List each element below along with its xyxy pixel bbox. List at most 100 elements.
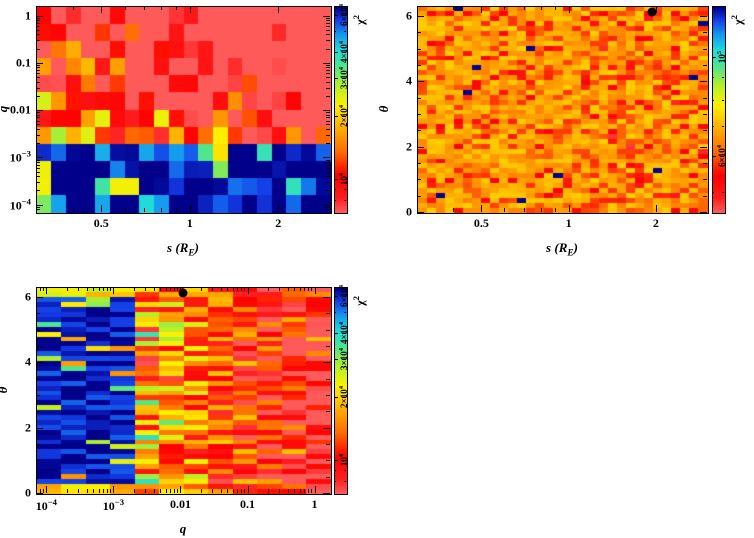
- axis-tick: [86, 489, 88, 493]
- xaxis-tick-label: 0.01: [169, 497, 191, 511]
- axis-tick: [326, 378, 330, 380]
- axis-tick: [344, 469, 346, 471]
- axis-tick: [247, 287, 249, 291]
- axis-tick: [703, 32, 707, 34]
- axis-tick: [326, 411, 330, 413]
- axis-tick: [344, 199, 346, 201]
- axis-tick: [334, 359, 336, 361]
- axis-tick: [334, 51, 336, 53]
- axis-tick: [334, 51, 338, 53]
- axis-tick: [232, 287, 234, 291]
- axis-tick: [334, 332, 336, 334]
- axis-tick: [200, 489, 202, 493]
- axis-tick: [39, 287, 41, 291]
- axis-tick: [36, 493, 43, 494]
- yaxis-tick-label: 0.1: [16, 55, 31, 70]
- axis-tick: [173, 287, 175, 291]
- heatmap-plot-area-qtheta[interactable]: [36, 287, 332, 495]
- axis-tick: [36, 313, 40, 315]
- axis-tick: [326, 65, 330, 67]
- axis-tick: [326, 22, 330, 24]
- axis-tick: [36, 209, 40, 211]
- colorbar-title-chi2: χ2: [729, 15, 745, 25]
- axis-tick: [344, 332, 346, 334]
- axis-tick: [180, 489, 182, 493]
- axis-tick: [326, 159, 330, 161]
- axis-tick: [36, 48, 40, 50]
- axis-tick: [712, 77, 714, 79]
- axis-tick: [36, 296, 40, 298]
- axis-tick: [93, 287, 95, 291]
- axis-tick: [36, 460, 40, 462]
- axis-tick: [145, 489, 147, 493]
- axis-tick: [453, 6, 455, 10]
- xaxis-tick-label: 10−4: [35, 497, 57, 513]
- axis-tick: [703, 81, 707, 83]
- axis-tick: [334, 396, 338, 398]
- axis-tick: [334, 14, 338, 16]
- heatmap-plot-area-stheta[interactable]: [417, 6, 709, 214]
- axis-tick: [712, 156, 716, 158]
- axis-tick: [311, 287, 313, 291]
- axis-tick: [334, 312, 336, 314]
- axis-tick: [334, 460, 338, 462]
- axis-tick: [212, 287, 214, 291]
- yaxis-tick-label: 0: [406, 204, 412, 219]
- axis-tick: [344, 78, 346, 80]
- axis-tick: [326, 460, 330, 462]
- colorbar-title-chi2: χ2: [351, 15, 367, 25]
- axis-tick: [144, 208, 146, 212]
- axis-tick: [344, 188, 346, 190]
- axis-tick: [334, 14, 336, 16]
- axis-tick: [314, 287, 316, 291]
- axis-tick: [703, 64, 707, 66]
- axis-tick: [655, 208, 657, 212]
- axis-tick: [244, 489, 246, 493]
- axis-tick: [326, 15, 330, 17]
- yaxis-tick-label: 0.01: [10, 102, 31, 117]
- axis-tick: [326, 206, 330, 208]
- axis-tick: [323, 493, 330, 494]
- axis-tick: [326, 124, 330, 126]
- axis-tick: [170, 489, 172, 493]
- axis-tick: [523, 6, 525, 10]
- axis-tick: [326, 443, 330, 445]
- axis-tick: [326, 67, 330, 69]
- axis-tick: [326, 17, 330, 19]
- axis-tick: [36, 345, 40, 347]
- xaxis-tick-label: 1: [186, 216, 193, 230]
- axis-tick: [703, 113, 707, 115]
- axis-tick: [36, 157, 40, 159]
- axis-tick: [703, 146, 707, 148]
- axis-tick: [294, 489, 296, 493]
- axis-tick: [326, 114, 330, 116]
- axis-tick: [124, 208, 126, 212]
- axis-tick: [555, 6, 557, 10]
- axis-tick: [247, 489, 249, 493]
- axis-tick: [36, 171, 40, 173]
- axis-tick: [326, 394, 330, 396]
- axis-tick: [66, 489, 68, 493]
- xaxis-tick-label: 1: [311, 497, 318, 511]
- axis-tick: [173, 489, 175, 493]
- axis-tick: [326, 176, 330, 178]
- axis-tick: [36, 134, 40, 136]
- axis-tick: [344, 179, 346, 181]
- axis-tick: [326, 134, 330, 136]
- axis-tick: [308, 489, 310, 493]
- axis-tick: [113, 489, 115, 493]
- axis-tick: [334, 396, 336, 398]
- xaxis-tick-label: 0.5: [473, 216, 489, 230]
- axis-tick: [36, 26, 40, 28]
- axis-tick: [36, 167, 40, 169]
- yaxis-tick-label: 2: [25, 420, 31, 435]
- axis-tick: [36, 162, 40, 163]
- colorbar-stheta: [712, 6, 726, 214]
- axis-tick: [232, 489, 234, 493]
- axis-tick: [36, 17, 40, 19]
- axis-tick: [36, 176, 40, 178]
- axis-tick: [36, 15, 40, 17]
- axis-tick: [279, 287, 281, 291]
- axis-tick: [334, 332, 338, 334]
- heatmap-plot-area-sq[interactable]: [36, 6, 332, 214]
